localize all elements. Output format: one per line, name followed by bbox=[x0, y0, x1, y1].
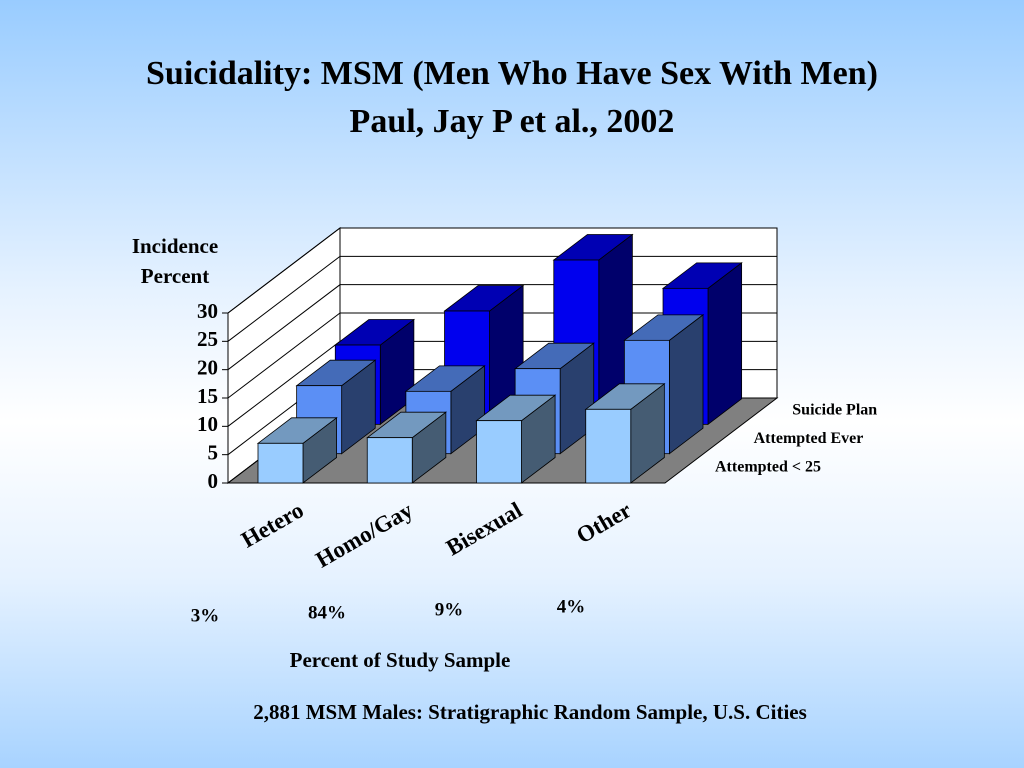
bar bbox=[584, 383, 666, 484]
bar bbox=[366, 411, 448, 484]
footnote: 2,881 MSM Males: Stratigraphic Random Sa… bbox=[253, 700, 807, 724]
sample-share: 84% bbox=[308, 602, 346, 623]
x-tick-label: Hetero bbox=[237, 497, 308, 552]
bar-front bbox=[366, 437, 413, 484]
sample-label: Percent of Study Sample bbox=[290, 648, 511, 672]
legend-label: Attempted Ever bbox=[754, 430, 864, 447]
legend-label: Suicide Plan bbox=[792, 401, 877, 418]
bar-front bbox=[257, 442, 304, 484]
y-tick-label: 10 bbox=[197, 412, 218, 436]
x-tick-label: Other bbox=[572, 497, 635, 548]
y-tick-label: 15 bbox=[197, 384, 218, 408]
y-tick-label: 0 bbox=[208, 469, 219, 493]
chart-subtitle: Paul, Jay P et al., 2002 bbox=[350, 103, 675, 140]
bar bbox=[256, 417, 338, 484]
y-tick-label: 5 bbox=[208, 440, 219, 464]
y-axis-label: Incidence Percent bbox=[131, 234, 219, 288]
sample-share: 3% bbox=[191, 605, 220, 626]
y-tick-label: 20 bbox=[197, 355, 218, 379]
bar-front bbox=[476, 420, 522, 484]
bar bbox=[475, 394, 557, 484]
sample-share: 4% bbox=[557, 596, 586, 617]
y-tick-label: 30 bbox=[197, 299, 218, 323]
y-tick-label: 25 bbox=[197, 327, 218, 351]
legend-label: Attempted < 25 bbox=[715, 459, 821, 476]
bar-front bbox=[585, 408, 632, 484]
bar-side bbox=[707, 262, 743, 426]
chart-title: Suicidality: MSM (Men Who Have Sex With … bbox=[146, 55, 878, 92]
sample-share: 9% bbox=[435, 599, 464, 620]
x-tick-label: Homo/Gay bbox=[312, 497, 418, 573]
grid-line bbox=[227, 227, 777, 314]
x-tick-label: Bisexual bbox=[442, 497, 526, 560]
